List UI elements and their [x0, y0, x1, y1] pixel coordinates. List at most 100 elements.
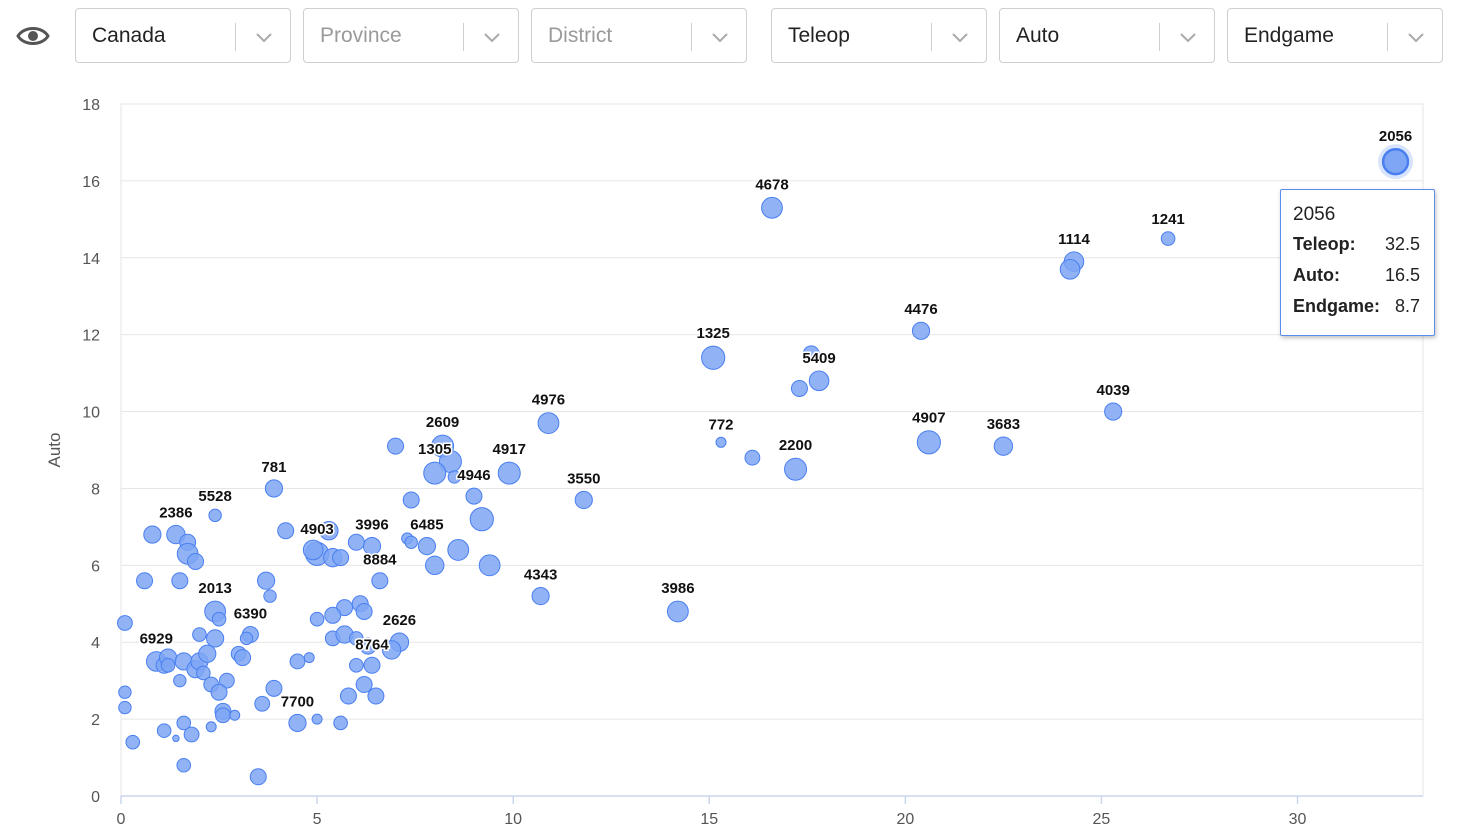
bubble[interactable] [176, 715, 192, 731]
bubble[interactable] [802, 345, 820, 363]
bubble[interactable] [381, 640, 402, 660]
bubble[interactable] [324, 606, 342, 624]
bubble[interactable] [531, 586, 550, 606]
bubble[interactable] [404, 535, 418, 549]
bubble[interactable] [1104, 402, 1123, 421]
bubble[interactable] [465, 487, 483, 505]
x-field-select[interactable]: Teleop [771, 8, 987, 63]
bubble[interactable] [254, 695, 271, 712]
eye-icon[interactable] [16, 22, 50, 50]
bubble[interactable] [744, 449, 761, 466]
bubble[interactable] [208, 508, 222, 523]
province-select[interactable]: Province [303, 8, 519, 63]
chevron-down-icon[interactable] [1406, 27, 1426, 47]
bubble[interactable] [339, 687, 357, 705]
bubble[interactable] [196, 665, 211, 681]
bubble[interactable] [234, 649, 252, 667]
bubble[interactable] [302, 539, 324, 561]
bubble[interactable] [666, 600, 689, 623]
bubble[interactable] [173, 673, 187, 688]
bubble[interactable] [916, 430, 941, 455]
bubble[interactable] [143, 525, 162, 544]
bubble[interactable] [289, 653, 306, 670]
size-field-select[interactable]: Endgame [1227, 8, 1443, 63]
bubble[interactable] [701, 345, 726, 370]
bubble[interactable] [249, 768, 267, 786]
bubble[interactable] [210, 683, 228, 701]
bubble[interactable] [359, 637, 377, 655]
bubble[interactable] [125, 734, 141, 750]
bubble[interactable] [332, 549, 350, 567]
district-select[interactable]: District [531, 8, 747, 63]
bubble[interactable] [387, 437, 405, 455]
chevron-down-icon[interactable] [482, 27, 502, 47]
bubble[interactable] [349, 631, 364, 646]
bubble[interactable] [183, 726, 200, 743]
bubble[interactable] [171, 572, 189, 590]
bubble[interactable] [761, 196, 783, 219]
bubble[interactable] [447, 470, 462, 484]
bubble[interactable] [447, 539, 470, 561]
bubble[interactable] [187, 552, 205, 570]
bubble[interactable] [478, 554, 501, 577]
bubble[interactable] [497, 461, 521, 485]
bubble[interactable] [319, 521, 339, 541]
bubble[interactable] [790, 379, 808, 397]
bubble[interactable] [218, 672, 235, 689]
bubble[interactable] [425, 555, 445, 576]
bubble[interactable] [257, 571, 276, 590]
bubble[interactable] [172, 734, 180, 743]
bubble[interactable] [176, 757, 192, 773]
chevron-down-icon[interactable] [710, 27, 730, 47]
bubble[interactable] [198, 644, 217, 663]
bubble[interactable] [263, 589, 277, 603]
bubble[interactable] [211, 611, 227, 627]
bubble[interactable] [537, 412, 560, 434]
bubble[interactable] [239, 631, 254, 646]
bubble[interactable] [1059, 259, 1081, 280]
bubble[interactable] [118, 700, 132, 715]
bubble[interactable] [371, 572, 389, 590]
bubble[interactable] [309, 611, 325, 627]
bubble[interactable] [206, 629, 225, 648]
bubble[interactable] [118, 685, 132, 699]
bubble[interactable] [423, 461, 447, 485]
bubble[interactable] [160, 657, 176, 673]
bubble[interactable] [784, 457, 808, 481]
bubble[interactable] [156, 723, 172, 738]
bubble[interactable] [264, 479, 284, 498]
bubble[interactable] [205, 721, 217, 733]
y-field-select[interactable]: Auto [999, 8, 1215, 63]
bubble[interactable] [469, 507, 494, 532]
bubble[interactable] [136, 572, 154, 590]
bubble[interactable] [911, 321, 931, 340]
bubble[interactable] [336, 599, 354, 617]
chevron-down-icon[interactable] [1178, 27, 1198, 47]
bubble[interactable] [417, 537, 436, 556]
bubble[interactable] [355, 602, 373, 620]
bubble[interactable] [1160, 231, 1176, 246]
bubble[interactable] [117, 615, 133, 631]
bubble[interactable] [192, 627, 207, 642]
chevron-down-icon[interactable] [950, 27, 970, 47]
bubble[interactable] [215, 707, 231, 724]
bubble[interactable] [333, 715, 348, 731]
bubble[interactable] [402, 491, 420, 509]
bubble[interactable] [355, 676, 373, 694]
bubble[interactable] [229, 709, 241, 721]
bubble[interactable] [715, 436, 727, 448]
bubble[interactable] [367, 687, 385, 705]
bubble[interactable] [574, 490, 593, 510]
bubble[interactable] [363, 656, 381, 674]
bubble[interactable] [303, 652, 315, 664]
bubble[interactable] [993, 436, 1014, 456]
bubble[interactable] [277, 522, 295, 540]
bubble[interactable] [265, 679, 283, 697]
bubble[interactable] [808, 370, 830, 392]
bubble[interactable] [311, 713, 323, 725]
bubble[interactable] [288, 713, 307, 733]
bubble[interactable] [349, 657, 364, 673]
chevron-down-icon[interactable] [254, 27, 274, 47]
bubble[interactable] [347, 533, 365, 551]
bubble-highlighted[interactable] [1381, 147, 1410, 176]
